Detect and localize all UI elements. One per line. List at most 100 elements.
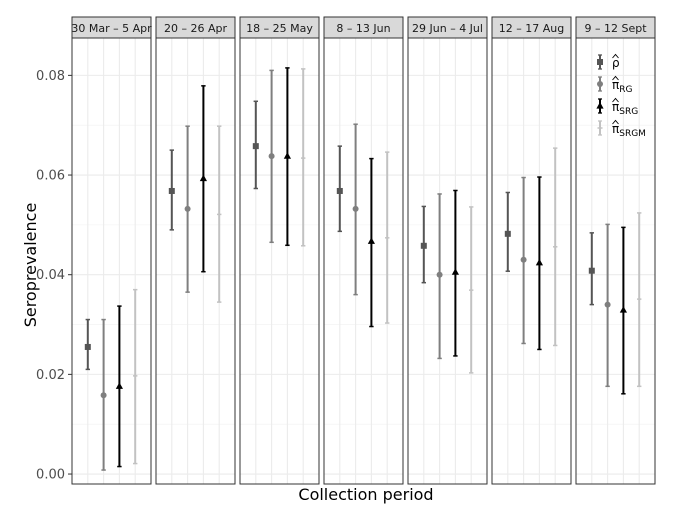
legend-label-subscript: RG [619,85,632,95]
hat-accent-icon [612,53,619,59]
legend-label-symbol: π [612,122,619,136]
estimate-point-triangle [115,382,123,389]
panel-background [576,38,655,484]
error-bar [619,226,627,395]
error-bar [84,318,91,371]
panel-border [155,37,236,485]
facet-panel: 9 – 12 Sept [575,16,656,485]
facet-panel: 29 Jun – 4 Jul [407,16,488,485]
error-bar [168,149,175,231]
estimate-point-triangle [451,268,459,275]
estimate-point-square [168,187,175,194]
hat-accent-icon [612,75,619,81]
estimate-point-triangle [367,237,375,244]
estimate-point-triangle [199,174,207,182]
error-bar [385,151,390,324]
error-bar [504,191,511,272]
y-axis-title: Seroprevalence [21,203,40,328]
estimate-point-square [252,143,259,150]
facet-strip-label: 12 – 17 Aug [499,22,564,35]
panel-border [491,37,572,485]
error-bar [637,212,642,388]
legend-item: ρ [597,53,620,70]
estimate-point-square [420,242,427,249]
facet-strip-label: 8 – 13 Jun [336,22,390,35]
error-bar [301,68,306,247]
legend-label-subscript: SRGM [619,129,646,139]
hat-accent-icon [612,97,619,103]
error-bar [217,125,222,303]
error-bar [283,67,291,247]
facet-panels: 30 Mar – 5 Apr 20 – 26 Apr 18 – 25 May 8 – … [71,16,656,485]
estimate-point-circle [604,301,611,308]
error-bar [469,206,474,374]
facet-panel: 8 – 13 Jun [323,16,404,485]
estimate-point-circle [100,392,107,399]
legend-item: πSRGM [597,119,646,139]
error-bar [115,305,123,468]
legend-key-circle [597,81,603,87]
panel-border [407,37,488,485]
y-tick-label: 0.08 [36,69,65,84]
facet-panel: 18 – 25 May [239,16,320,485]
y-axis: 0.00 0.02 0.04 0.06 0.08 [36,69,72,483]
y-tick-label: 0.06 [36,169,65,184]
estimate-point-square [504,230,511,237]
legend-label: πSRGM [612,122,646,139]
facet-strip-label: 18 – 25 May [246,22,313,35]
error-bar [133,288,138,465]
panel-background [72,38,151,484]
estimate-point-circle [520,256,527,263]
panel-border [575,37,656,485]
facet-strip-label: 30 Mar – 5 Apr [71,22,152,35]
panel-background [324,38,403,484]
error-bar [199,85,207,273]
panel-background [492,38,571,484]
facet-panel: 12 – 17 Aug [491,16,572,485]
facet-panel: 30 Mar – 5 Apr [71,16,152,485]
error-bar [100,318,107,471]
estimate-point-circle [268,153,275,160]
error-bar [367,157,375,328]
legend-label-subscript: SRG [619,107,638,117]
estimate-point-triangle [283,152,291,159]
legend-key-triangle [596,102,604,109]
error-bar [451,189,459,357]
error-bar [520,176,527,345]
estimate-point-square [84,343,91,350]
error-bar [252,100,259,190]
panel-border [71,37,152,485]
estimate-point-square [588,267,595,274]
facet-strip-label: 29 Jun – 4 Jul [412,22,483,35]
panel-border [239,37,320,485]
estimate-point-circle [184,205,191,212]
error-bar [535,176,543,351]
error-bar [184,125,191,293]
y-tick-label: 0.02 [36,368,65,383]
error-bar [268,69,275,244]
error-bar [336,145,343,233]
facet-strip-label: 9 – 12 Sept [584,22,647,35]
panel-background [408,38,487,484]
error-bar [420,205,427,284]
panel-background [240,38,319,484]
error-bar [604,223,611,388]
y-tick-label: 0.00 [36,468,65,483]
estimate-point-square [336,187,343,194]
legend-label-symbol: ρ [612,56,620,70]
legend-label-symbol: π [612,100,619,114]
x-axis-title: Collection period [298,485,433,504]
hat-accent-icon [612,119,619,125]
panel-border [323,37,404,485]
legend-key-square [597,59,603,65]
error-bar [352,123,359,296]
estimate-point-circle [352,205,359,212]
estimate-point-circle [436,271,443,278]
legend-label: πSRG [612,100,638,117]
facet-strip-label: 20 – 26 Apr [164,22,227,35]
legend-item: πSRG [596,97,638,117]
error-bar [588,232,595,306]
error-bar [553,147,558,347]
